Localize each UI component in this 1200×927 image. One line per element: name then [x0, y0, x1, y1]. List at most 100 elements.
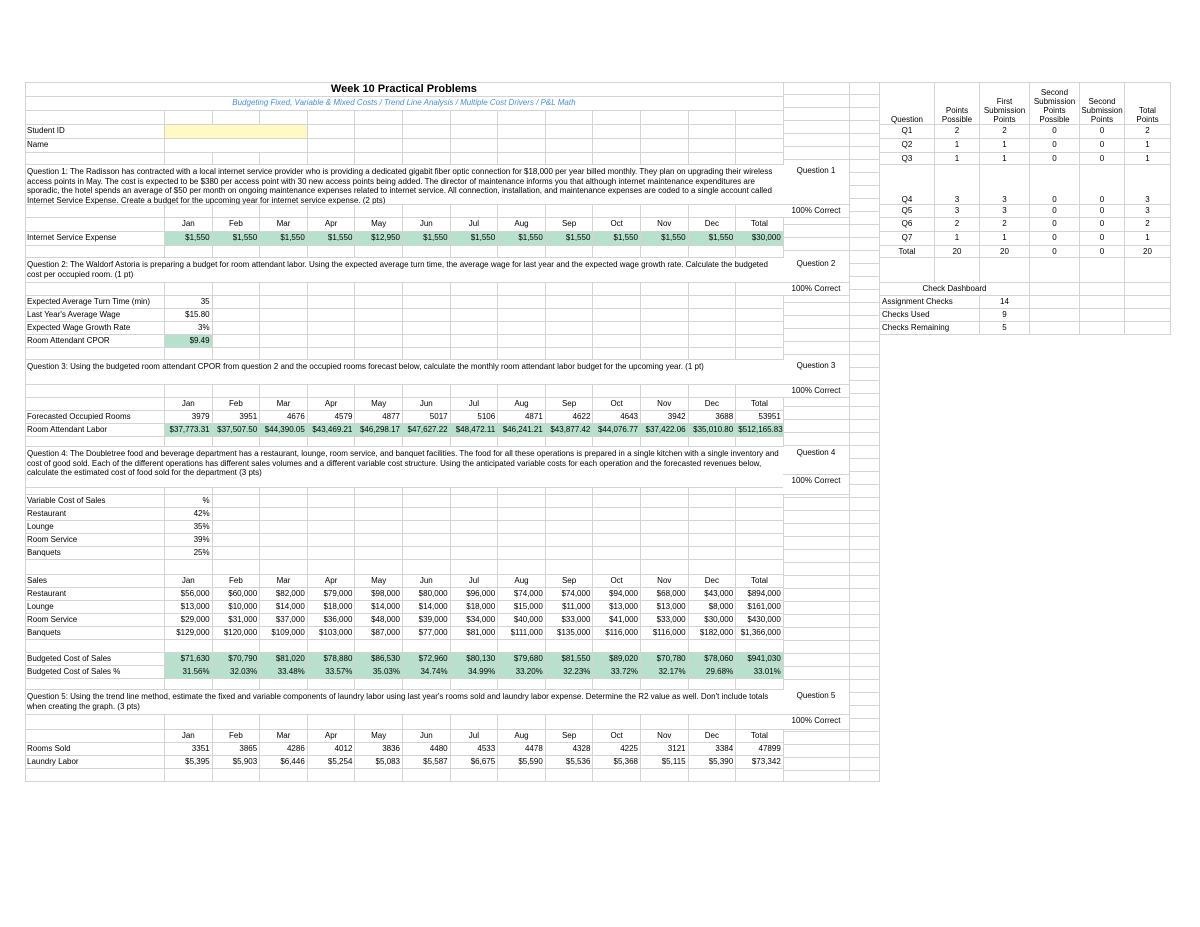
variable-cost-value[interactable]: 25%	[165, 547, 213, 560]
empty-cell[interactable]	[850, 550, 880, 563]
empty-cell[interactable]	[783, 498, 850, 511]
budgeted-cost-row-value[interactable]: 33.01%	[736, 666, 784, 679]
budgeted-cost-row-value[interactable]: 31.56%	[165, 666, 213, 679]
empty-cell[interactable]	[736, 246, 784, 258]
empty-cell[interactable]	[260, 679, 308, 690]
empty-cell[interactable]	[1080, 283, 1125, 296]
laundry-labor-value[interactable]: $73,342	[736, 756, 784, 769]
budgeted-cost-row-value[interactable]: 32.23%	[545, 666, 594, 679]
sales-row-value[interactable]: $98,000	[355, 588, 403, 601]
empty-cell[interactable]	[783, 602, 850, 615]
empty-cell[interactable]	[783, 238, 850, 251]
empty-cell[interactable]	[850, 251, 880, 264]
empty-cell[interactable]	[498, 715, 546, 730]
empty-cell[interactable]	[355, 560, 403, 575]
empty-cell[interactable]	[403, 205, 451, 218]
empty-cell[interactable]	[593, 296, 641, 309]
empty-cell[interactable]	[403, 348, 451, 360]
empty-cell[interactable]	[688, 125, 737, 139]
empty-cell[interactable]	[545, 640, 594, 653]
budgeted-cost-row-value[interactable]: 29.68%	[688, 666, 737, 679]
empty-cell[interactable]	[545, 679, 594, 690]
rooms-sold-value[interactable]: 3836	[355, 743, 403, 756]
empty-cell[interactable]	[850, 615, 880, 628]
sales-row-value[interactable]: $74,000	[498, 588, 546, 601]
empty-cell[interactable]	[307, 153, 356, 165]
empty-cell[interactable]	[783, 420, 850, 433]
empty-cell[interactable]	[1125, 296, 1171, 309]
empty-cell[interactable]	[850, 95, 880, 108]
empty-cell[interactable]	[783, 771, 850, 782]
room-attendant-labor-value[interactable]: $43,469.21	[307, 424, 356, 437]
empty-cell[interactable]	[783, 537, 850, 550]
empty-cell[interactable]	[165, 769, 213, 782]
empty-cell[interactable]	[450, 246, 499, 258]
empty-cell[interactable]	[307, 205, 356, 218]
variable-cost-value[interactable]: 35%	[165, 521, 213, 534]
empty-cell[interactable]	[212, 495, 261, 508]
empty-cell[interactable]	[850, 186, 880, 199]
empty-cell[interactable]	[307, 521, 356, 534]
empty-cell[interactable]	[545, 111, 594, 125]
internet-service-expense-value[interactable]: $1,550	[593, 232, 641, 246]
empty-cell[interactable]	[165, 111, 213, 125]
sales-row-value[interactable]: $56,000	[165, 588, 213, 601]
empty-cell[interactable]	[1080, 309, 1125, 322]
empty-cell[interactable]	[783, 342, 850, 355]
budgeted-cost-row-value[interactable]: 33.57%	[307, 666, 356, 679]
empty-cell[interactable]	[165, 283, 213, 296]
sales-row-value[interactable]: $1,366,000	[736, 627, 784, 640]
laundry-labor-value[interactable]: $5,390	[688, 756, 737, 769]
empty-cell[interactable]	[403, 769, 451, 782]
empty-cell[interactable]	[165, 205, 213, 218]
empty-cell[interactable]	[403, 246, 451, 258]
empty-cell[interactable]	[1125, 322, 1171, 335]
empty-cell[interactable]	[260, 246, 308, 258]
budgeted-cost-row-value[interactable]: 33.72%	[593, 666, 641, 679]
empty-cell[interactable]	[545, 153, 594, 165]
empty-cell[interactable]	[212, 348, 261, 360]
empty-cell[interactable]	[260, 488, 308, 495]
budgeted-cost-row-value[interactable]: $78,060	[688, 653, 737, 666]
empty-cell[interactable]	[545, 322, 594, 335]
empty-cell[interactable]	[641, 508, 689, 521]
empty-cell[interactable]	[355, 534, 403, 547]
empty-cell[interactable]	[641, 296, 689, 309]
empty-cell[interactable]	[25, 205, 165, 218]
sales-row-value[interactable]: $80,000	[403, 588, 451, 601]
sales-row-value[interactable]: $36,000	[307, 614, 356, 627]
empty-cell[interactable]	[783, 433, 850, 446]
variable-cost-value[interactable]: 42%	[165, 508, 213, 521]
empty-cell[interactable]	[736, 153, 784, 165]
empty-cell[interactable]	[641, 205, 689, 218]
empty-cell[interactable]	[1030, 309, 1080, 322]
sales-row-value[interactable]: $13,000	[165, 601, 213, 614]
empty-cell[interactable]	[498, 508, 546, 521]
empty-cell[interactable]	[450, 488, 499, 495]
name-input[interactable]	[165, 139, 308, 153]
internet-service-expense-value[interactable]: $1,550	[403, 232, 451, 246]
empty-cell[interactable]	[498, 437, 546, 447]
empty-cell[interactable]	[641, 640, 689, 653]
budgeted-cost-row-value[interactable]: 32.17%	[641, 666, 689, 679]
empty-cell[interactable]	[688, 547, 737, 560]
empty-cell[interactable]	[545, 296, 594, 309]
empty-cell[interactable]	[641, 246, 689, 258]
empty-cell[interactable]	[593, 139, 641, 153]
empty-cell[interactable]	[355, 322, 403, 335]
empty-cell[interactable]	[641, 534, 689, 547]
empty-cell[interactable]	[850, 238, 880, 251]
empty-cell[interactable]	[355, 437, 403, 447]
empty-cell[interactable]	[450, 437, 499, 447]
laundry-labor-value[interactable]: $5,395	[165, 756, 213, 769]
sales-row-value[interactable]: $10,000	[212, 601, 261, 614]
sales-row-value[interactable]: $74,000	[545, 588, 594, 601]
laundry-labor-value[interactable]: $5,536	[545, 756, 594, 769]
empty-cell[interactable]	[212, 640, 261, 653]
empty-cell[interactable]	[688, 437, 737, 447]
budgeted-cost-row-value[interactable]: 34.99%	[450, 666, 499, 679]
empty-cell[interactable]	[355, 679, 403, 690]
budgeted-cost-row-value[interactable]: $70,780	[641, 653, 689, 666]
empty-cell[interactable]	[212, 547, 261, 560]
empty-cell[interactable]	[850, 745, 880, 758]
